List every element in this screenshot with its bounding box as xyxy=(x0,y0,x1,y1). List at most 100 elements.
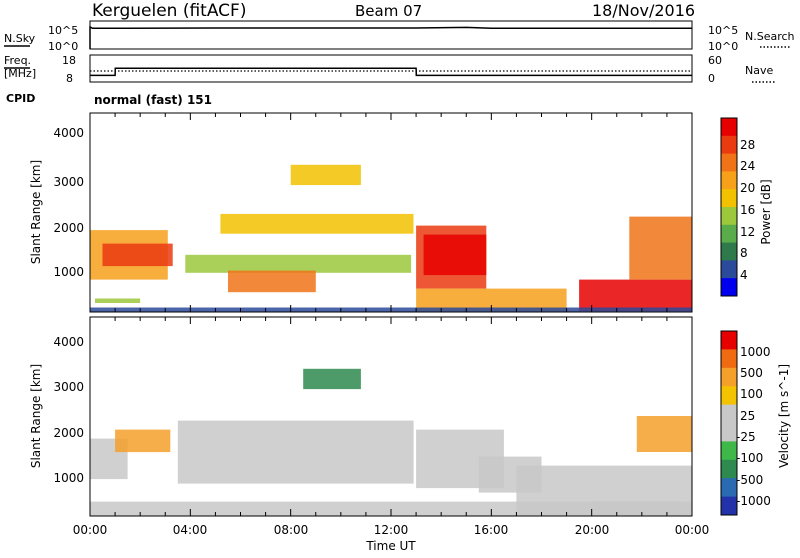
velocity-ytick-4000: 4000 xyxy=(53,335,84,349)
velocity-region-8 xyxy=(636,416,692,452)
velocity-cbar-swatch-6 xyxy=(721,441,737,461)
velocity-cbar-swatch-5 xyxy=(721,423,737,442)
noise-left-label: N.Sky xyxy=(4,32,36,45)
velocity-cbar-tick-neg100: -100 xyxy=(736,451,763,465)
power-ytick-1000: 1000 xyxy=(53,265,84,279)
power-region-1 xyxy=(102,243,173,267)
noise-tick-top-right: 10^5 xyxy=(708,24,738,37)
power-cbar-tick-24: 24 xyxy=(740,159,755,173)
power-cbar-tick-20: 20 xyxy=(740,181,755,195)
nave-tick-bottom: 0 xyxy=(708,72,715,85)
power-region-11 xyxy=(629,216,692,280)
power-cbar-swatch-4 xyxy=(721,189,737,208)
power-cbar-frame xyxy=(720,117,738,297)
power-cbar-swatch-2 xyxy=(721,153,737,172)
power-colorbar xyxy=(720,117,738,297)
noise-tick-bottom-left: 10^0 xyxy=(48,40,78,53)
velocity-xticks xyxy=(89,317,693,516)
velocity-cbar-swatch-0 xyxy=(721,331,737,350)
velocity-region-2 xyxy=(177,420,414,484)
power-xticks xyxy=(89,113,693,312)
power-heatmap xyxy=(90,164,692,312)
freq-label-line2: [MHz] xyxy=(4,67,36,80)
velocity-ylabel: Slant Range [km] xyxy=(29,364,43,468)
velocity-ytick-1000: 1000 xyxy=(53,471,84,485)
noise-panel-frame xyxy=(89,20,693,50)
power-cbar-swatch-7 xyxy=(721,242,737,261)
velocity-yaxis: 4000 3000 2000 1000 xyxy=(53,335,84,485)
power-cbar-tick-8: 8 xyxy=(740,246,748,260)
velocity-cbar-tick-1000: 1000 xyxy=(740,345,771,359)
power-cbar-swatch-3 xyxy=(721,171,737,190)
power-cbar-swatch-0 xyxy=(721,118,737,137)
xtick-label-0400: 04:00 xyxy=(173,523,208,537)
freq-panel-frame xyxy=(89,54,693,83)
velocity-cbar-swatch-3 xyxy=(721,386,737,406)
velocity-region-1 xyxy=(115,429,171,453)
nsky-series-line xyxy=(89,25,692,49)
xaxis-title: Time UT xyxy=(365,539,416,553)
velocity-cbar-swatch-4 xyxy=(721,404,737,424)
power-cbar-swatch-1 xyxy=(721,135,737,155)
velocity-cbar-tick-100: 100 xyxy=(740,387,763,401)
x-axis: 00:00 04:00 08:00 12:00 16:00 20:00 00:0… xyxy=(73,523,710,537)
velocity-cbar-swatch-8 xyxy=(721,478,737,498)
velocity-cbar-tick-500: 500 xyxy=(740,366,763,380)
velocity-ytick-3000: 3000 xyxy=(53,380,84,394)
power-yaxis: 4000 3000 2000 1000 xyxy=(53,126,84,279)
cpid-text: normal (fast) 151 xyxy=(94,93,212,107)
power-region-6 xyxy=(290,164,361,186)
velocity-cbar-tick-25: 25 xyxy=(740,409,755,423)
xtick-label-0000: 00:00 xyxy=(73,523,108,537)
power-cbar-tick-28: 28 xyxy=(740,138,755,152)
power-cbar-tick-12: 12 xyxy=(740,225,755,239)
xtick-label-2000: 20:00 xyxy=(575,523,610,537)
freq-label-line1: Freq. xyxy=(4,54,31,67)
power-region-2 xyxy=(95,298,141,303)
nave-label: Nave xyxy=(745,64,773,77)
xtick-label-0800: 08:00 xyxy=(274,523,309,537)
power-cbar-swatch-8 xyxy=(721,260,737,279)
noise-right-label: N.Search xyxy=(745,30,795,43)
freq-tick-top: 18 xyxy=(62,54,76,67)
noise-tick-top-left: 10^5 xyxy=(48,24,78,37)
velocity-ytick-2000: 2000 xyxy=(53,426,84,440)
power-cbar-swatch-9 xyxy=(721,278,737,297)
velocity-cbar-tick-neg500: -500 xyxy=(736,473,763,487)
velocity-cbar-tick-neg25: -25 xyxy=(736,430,756,444)
power-ytick-4000: 4000 xyxy=(53,126,84,140)
freq-series-line xyxy=(90,67,692,77)
nave-tick-top: 60 xyxy=(708,54,722,67)
velocity-heatmap xyxy=(90,368,692,516)
power-region-10 xyxy=(579,279,692,312)
power-ytick-2000: 2000 xyxy=(53,221,84,235)
velocity-cbar-swatch-9 xyxy=(721,496,737,516)
power-colorbar-ticks: 28 24 20 16 12 8 4 xyxy=(740,138,755,282)
velocity-cbar-swatch-7 xyxy=(721,459,737,479)
xtick-label-1200: 12:00 xyxy=(374,523,409,537)
velocity-cbar-swatch-1 xyxy=(721,349,737,369)
velocity-cbar-swatch-2 xyxy=(721,367,737,387)
power-region-8 xyxy=(423,234,487,276)
velocity-region-3 xyxy=(303,368,361,390)
xtick-label-1600: 16:00 xyxy=(474,523,509,537)
cpid-label: CPID xyxy=(6,92,35,105)
power-region-3 xyxy=(185,254,412,273)
velocity-cbar-frame xyxy=(720,330,738,516)
power-ylabel: Slant Range [km] xyxy=(29,160,43,264)
power-cbar-tick-4: 4 xyxy=(740,268,748,282)
station-title: Kerguelen (fitACF) xyxy=(92,1,246,21)
power-region-9 xyxy=(416,288,567,312)
power-colorbar-label: Power [dB] xyxy=(759,179,773,244)
xtick-label-2400: 00:00 xyxy=(675,523,710,537)
power-cbar-swatch-6 xyxy=(721,224,737,244)
noise-tick-bottom-right: 10^0 xyxy=(708,40,738,53)
velocity-colorbar-label: Velocity [m s^-1] xyxy=(777,364,791,468)
velocity-colorbar-ticks: 1000 500 100 25 -25 -100 -500 -1000 xyxy=(736,345,771,508)
power-region-4 xyxy=(228,270,316,293)
power-cbar-swatch-5 xyxy=(721,207,737,226)
date-title: 18/Nov/2016 xyxy=(592,1,695,20)
beam-title: Beam 07 xyxy=(355,2,422,20)
